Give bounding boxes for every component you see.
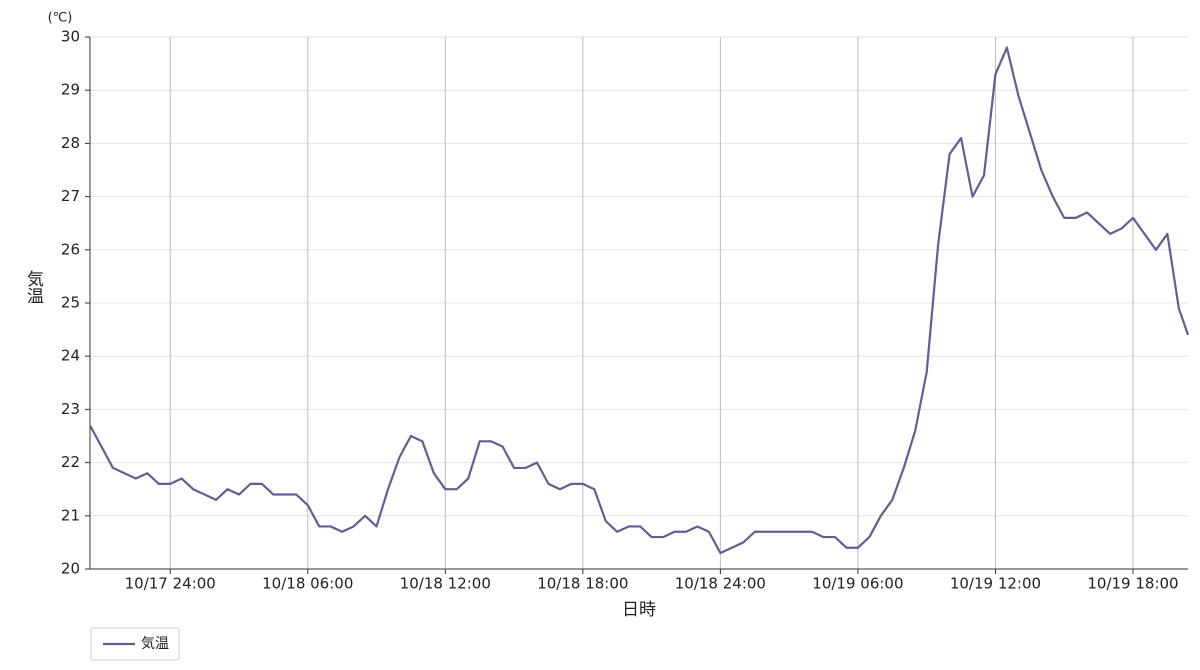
y-tick-label: 28 (61, 134, 80, 152)
y-tick-label: 30 (61, 28, 80, 46)
y-tick-label: 27 (61, 187, 80, 205)
y-tick-label: 25 (61, 294, 80, 312)
x-tick-label: 10/19 12:00 (950, 575, 1041, 593)
x-axis-title: 日時 (622, 600, 656, 620)
y-tick-label: 23 (61, 400, 80, 418)
x-tick-label: 10/18 12:00 (400, 575, 491, 593)
y-axis-title: 気温 (23, 270, 44, 304)
y-tick-label: 21 (61, 506, 80, 524)
data-line (89, 46, 1190, 555)
x-tick-label: 10/18 24:00 (675, 575, 766, 593)
x-tick-label: 10/18 18:00 (537, 575, 628, 593)
y-tick-label: 29 (61, 81, 80, 99)
x-tick-label: 10/17 24:00 (125, 575, 216, 593)
x-tick-label: 10/19 18:00 (1087, 575, 1178, 593)
y-tick-label: 24 (61, 347, 80, 365)
y-tick-label: 22 (61, 453, 80, 471)
legend-label: 気温 (141, 636, 169, 652)
x-tick-label: 10/18 06:00 (262, 575, 353, 593)
x-tick-label: 10/19 06:00 (812, 575, 903, 593)
y-tick-label: 20 (61, 560, 80, 578)
y-tick-label: 26 (61, 240, 80, 258)
y-unit: (℃) (48, 11, 73, 26)
